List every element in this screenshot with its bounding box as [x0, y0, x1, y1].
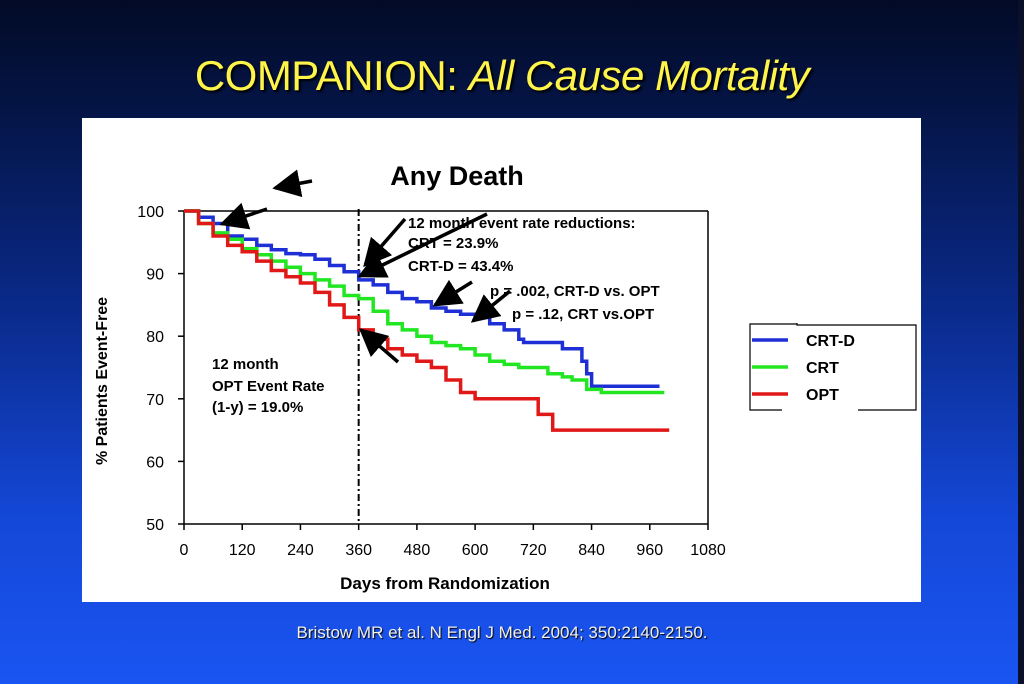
annotation-arrow: [432, 279, 473, 307]
annotation-opt-line3: (1-y) = 19.0%: [212, 399, 303, 416]
chart-title: Any Death: [390, 161, 524, 191]
y-tick-label: 80: [146, 329, 164, 346]
survival-chart: Any Death % Patients Event-Free Days fro…: [94, 161, 917, 593]
annotation-opt-line1: 12 month: [212, 356, 279, 373]
annotations: 12 month event rate reductions: CRT = 23.…: [212, 169, 660, 416]
slide-title: COMPANION: All Cause Mortality: [0, 52, 1004, 100]
x-tick-label: 120: [229, 542, 256, 559]
annotation-arrow: [363, 217, 407, 268]
legend: CRT-D CRT OPT: [749, 323, 917, 411]
slide-right-edge: [1018, 0, 1024, 684]
x-tick-label: 960: [636, 542, 663, 559]
x-tick-label: 0: [180, 542, 189, 559]
annotation-crt-reduction: CRT = 23.9%: [408, 235, 498, 252]
citation: Bristow MR et al. N Engl J Med. 2004; 35…: [296, 623, 708, 642]
x-tick-label: 240: [287, 542, 314, 559]
series-line-crt-d: [184, 209, 660, 389]
x-tick-label: 600: [462, 542, 489, 559]
x-axis-label: Days from Randomization: [340, 574, 550, 593]
annotation-arrow: [358, 328, 400, 364]
y-axis-label: % Patients Event-Free: [94, 297, 111, 465]
annotation-arrow: [272, 169, 313, 198]
x-tick-label: 840: [578, 542, 605, 559]
y-tick-label: 100: [137, 204, 164, 221]
annotation-p-crtd: p = .002, CRT-D vs. OPT: [490, 283, 660, 300]
y-tick-label: 90: [146, 267, 164, 284]
chart-panel: Any Death % Patients Event-Free Days fro…: [82, 118, 921, 602]
x-tick-label: 360: [345, 542, 372, 559]
legend-border-left: [749, 323, 797, 411]
legend-label: CRT-D: [806, 333, 855, 350]
annotation-p-crt: p = .12, CRT vs.OPT: [512, 306, 654, 323]
legend-label: OPT: [806, 387, 839, 404]
y-tick-label: 60: [146, 454, 164, 471]
legend-label: CRT: [806, 360, 839, 377]
annotation-arrow: [219, 202, 268, 230]
annotation-reductions-heading: 12 month event rate reductions:: [408, 215, 636, 232]
y-tick-label: 70: [146, 392, 164, 409]
annotation-crtd-reduction: CRT-D = 43.4%: [408, 258, 513, 275]
axes: 50 60 70 80 90 100 0 120 240 360 480 600 720 840 960 10…: [137, 204, 726, 559]
x-tick-label: 1080: [690, 542, 726, 559]
annotation-arrow: [470, 289, 512, 323]
x-tick-label: 720: [520, 542, 547, 559]
annotation-opt-line2: OPT Event Rate: [212, 378, 325, 395]
x-tick-label: 480: [404, 542, 431, 559]
title-main: COMPANION:: [194, 52, 458, 99]
title-italic: All Cause Mortality: [468, 52, 810, 99]
y-tick-label: 50: [146, 517, 164, 534]
